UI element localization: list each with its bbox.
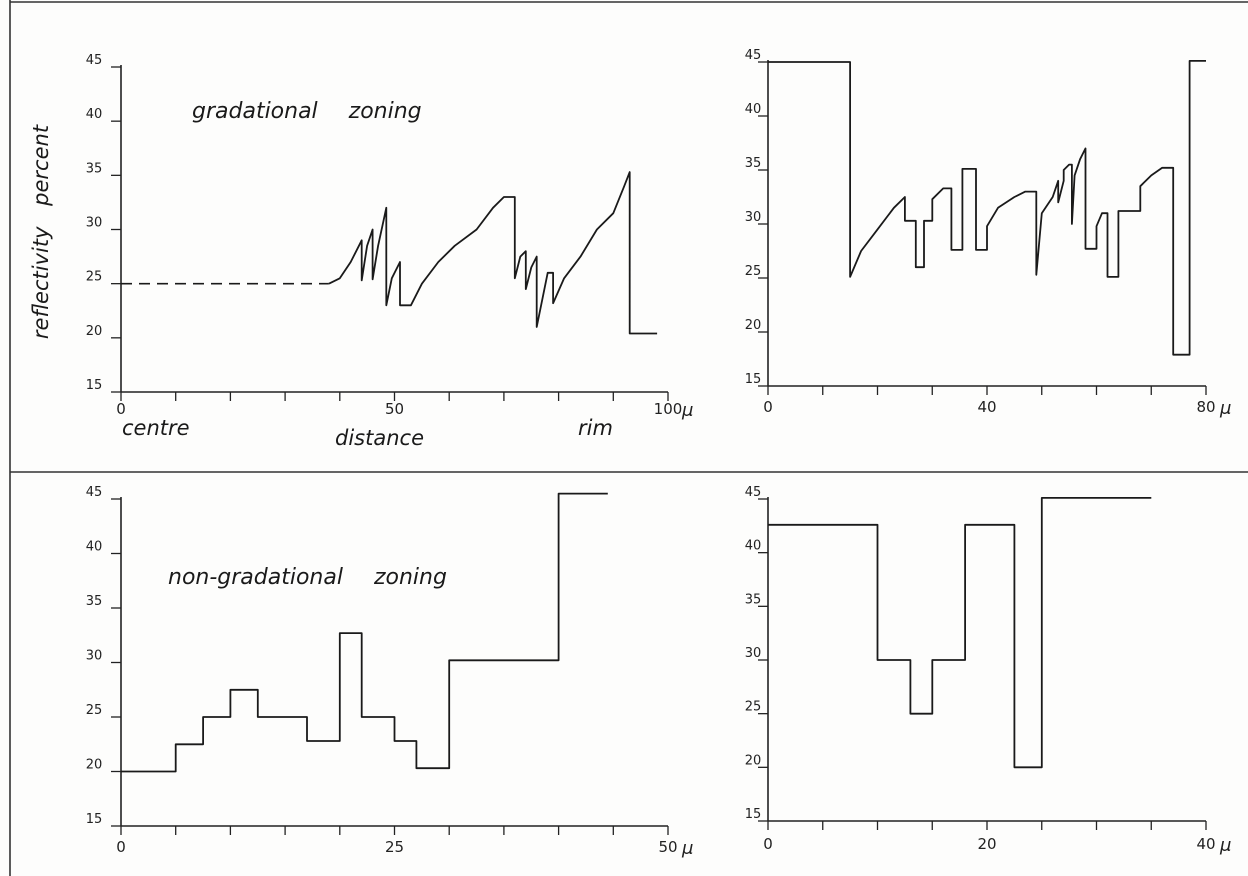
y-tick-label: 25 bbox=[86, 703, 103, 718]
x-tick-label: 0 bbox=[763, 835, 773, 853]
y-tick-label: 20 bbox=[86, 758, 103, 773]
y-tick-label: 45 bbox=[86, 53, 103, 68]
x-tick-label: 50 bbox=[658, 838, 677, 856]
x-tick-label: 25 bbox=[385, 838, 404, 856]
x-tick-label: 0 bbox=[116, 400, 126, 418]
y-tick-label: 25 bbox=[745, 700, 762, 715]
chart-panel-2: 15 20 25 30 35 40 45 0 40 80 μ bbox=[745, 48, 1232, 419]
y-tick-label: 15 bbox=[86, 812, 103, 827]
y-tick-label: 30 bbox=[745, 646, 762, 661]
y-tick-label: 35 bbox=[86, 594, 103, 609]
x-tick-label: 40 bbox=[1196, 835, 1215, 853]
y-axis-label: reflectivity percent bbox=[29, 124, 53, 339]
chart-title: gradational zoning bbox=[192, 99, 422, 124]
y-tick-label: 30 bbox=[745, 210, 762, 225]
y-tick-label: 20 bbox=[745, 318, 762, 333]
x-axis-label: distance bbox=[335, 426, 424, 450]
y-tick-label: 45 bbox=[745, 48, 762, 63]
y-tick-label: 35 bbox=[745, 156, 762, 171]
series-line-1 bbox=[768, 496, 1152, 769]
x-tick-label: 80 bbox=[1196, 398, 1215, 416]
x-tick-label: 0 bbox=[116, 838, 126, 856]
x-unit-label: μ bbox=[681, 400, 693, 421]
series-line-1 bbox=[768, 60, 1206, 356]
x-right-end-label: rim bbox=[578, 416, 613, 440]
y-tick-label: 20 bbox=[745, 753, 762, 768]
chart-title: non-gradational zoning bbox=[168, 565, 447, 590]
y-tick-label: 30 bbox=[86, 216, 103, 231]
y-tick-label: 15 bbox=[86, 378, 103, 393]
x-tick-label: 50 bbox=[385, 400, 404, 418]
y-tick-label: 40 bbox=[86, 540, 103, 555]
x-unit-label: μ bbox=[681, 838, 693, 859]
series-line-1 bbox=[328, 171, 658, 335]
y-tick-label: 15 bbox=[745, 372, 762, 387]
y-tick-label: 40 bbox=[745, 102, 762, 117]
y-tick-label: 45 bbox=[745, 485, 762, 500]
x-tick-label: 40 bbox=[977, 398, 996, 416]
x-unit-label: μ bbox=[1219, 398, 1231, 419]
chart-panel-3: 15 20 25 30 35 40 45 0 25 50 μ non-gradational zoni… bbox=[86, 485, 694, 859]
x-tick-label: 100 bbox=[654, 400, 683, 418]
y-tick-label: 40 bbox=[86, 107, 103, 122]
x-left-end-label: centre bbox=[122, 416, 190, 440]
y-tick-label: 30 bbox=[86, 649, 103, 664]
y-tick-label: 45 bbox=[86, 485, 103, 500]
series-line-1 bbox=[121, 492, 608, 773]
x-tick-label: 0 bbox=[763, 398, 773, 416]
chart-panel-1: 15 20 25 30 35 40 45 0 50 100 μ gradational zoning r… bbox=[29, 53, 693, 450]
y-tick-label: 35 bbox=[86, 161, 103, 176]
y-tick-label: 25 bbox=[745, 264, 762, 279]
y-tick-label: 25 bbox=[86, 270, 103, 285]
y-tick-label: 20 bbox=[86, 324, 103, 339]
y-tick-label: 40 bbox=[745, 539, 762, 554]
x-tick-label: 20 bbox=[977, 835, 996, 853]
x-unit-label: μ bbox=[1219, 835, 1231, 856]
y-tick-label: 15 bbox=[745, 807, 762, 822]
y-tick-label: 35 bbox=[745, 592, 762, 607]
